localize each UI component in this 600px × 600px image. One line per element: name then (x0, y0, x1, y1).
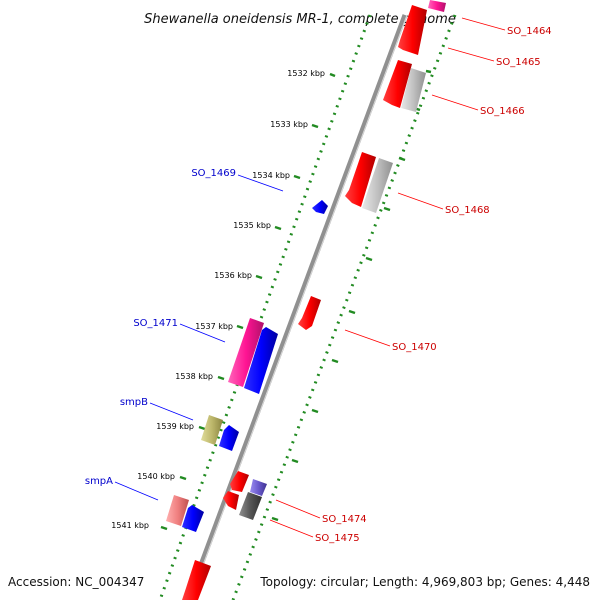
gene-label[interactable]: SO_1465 (496, 57, 541, 68)
gene-so1472[interactable] (244, 327, 278, 394)
outer-ring-dashes (271, 69, 432, 522)
genome-backbone (185, 14, 408, 600)
gene-so1469[interactable] (312, 200, 328, 214)
gene-so1475[interactable] (239, 492, 262, 520)
genome-backbone-highlight (189, 14, 408, 600)
gene-label[interactable]: SO_1464 (507, 26, 552, 37)
forward-genes (182, 0, 446, 600)
inner-ring-dashes (160, 72, 336, 531)
gene-so1464[interactable] (398, 5, 427, 55)
gene-so1472b[interactable] (219, 425, 239, 451)
tick-label: 1534 kbp (252, 171, 290, 180)
gene-label[interactable]: SO_1470 (392, 342, 437, 353)
gene-label[interactable]: SO_1475 (315, 533, 360, 544)
gene-label[interactable]: SO_1474 (322, 514, 367, 525)
outer-tick-ring (231, 14, 457, 600)
tick-label: 1533 kbp (270, 120, 308, 129)
gene-label[interactable]: SO_1468 (445, 205, 490, 216)
gene-so1476[interactable] (182, 560, 211, 600)
gene-smpB[interactable] (201, 415, 223, 445)
tick-label: 1535 kbp (233, 221, 271, 230)
reverse-genes (166, 200, 328, 532)
tick-label: 1538 kbp (175, 372, 213, 381)
reverse-labels: SO_1469 SO_1471 smpB smpA (85, 168, 236, 487)
tick-label: 1541 kbp (111, 521, 149, 530)
forward-labels: SO_1464 SO_1465 SO_1466 SO_1468 SO_1470 … (315, 26, 552, 544)
gene-so1471[interactable] (228, 318, 264, 387)
tick-label: 1532 kbp (287, 69, 325, 78)
gene-label[interactable]: SO_1471 (133, 318, 178, 329)
genome-summary-text: Topology: circular; Length: 4,969,803 bp… (259, 575, 590, 589)
tick-label: 1540 kbp (137, 472, 175, 481)
forward-label-connectors (269, 17, 506, 538)
gene-so1465[interactable] (383, 60, 412, 108)
gene-so1467[interactable] (345, 152, 376, 207)
gene-so1470[interactable] (298, 296, 321, 330)
reverse-label-connectors (114, 174, 284, 501)
accession-text: Accession: NC_004347 (8, 575, 144, 589)
tick-label: 1537 kbp (195, 322, 233, 331)
gene-label[interactable]: SO_1466 (480, 106, 525, 117)
gene-label[interactable]: smpA (85, 476, 113, 487)
gene-label[interactable]: smpB (120, 397, 148, 408)
tick-label: 1536 kbp (214, 271, 252, 280)
gene-smpA[interactable] (166, 495, 189, 526)
gene-so1473b[interactable] (223, 491, 239, 510)
gene-so1466[interactable] (401, 68, 426, 112)
gene-so1474[interactable] (250, 479, 267, 496)
gene-so1464b[interactable] (428, 0, 446, 12)
tick-labels: 1532 kbp 1533 kbp 1534 kbp 1535 kbp 1536… (111, 69, 325, 530)
gene-so1473c[interactable] (182, 505, 204, 532)
gene-so1473[interactable] (230, 471, 249, 492)
tick-label: 1539 kbp (156, 422, 194, 431)
gene-label[interactable]: SO_1469 (191, 168, 236, 179)
map-title: Shewanella oneidensis MR-1, complete gen… (144, 12, 456, 27)
gene-so1468[interactable] (362, 158, 393, 213)
